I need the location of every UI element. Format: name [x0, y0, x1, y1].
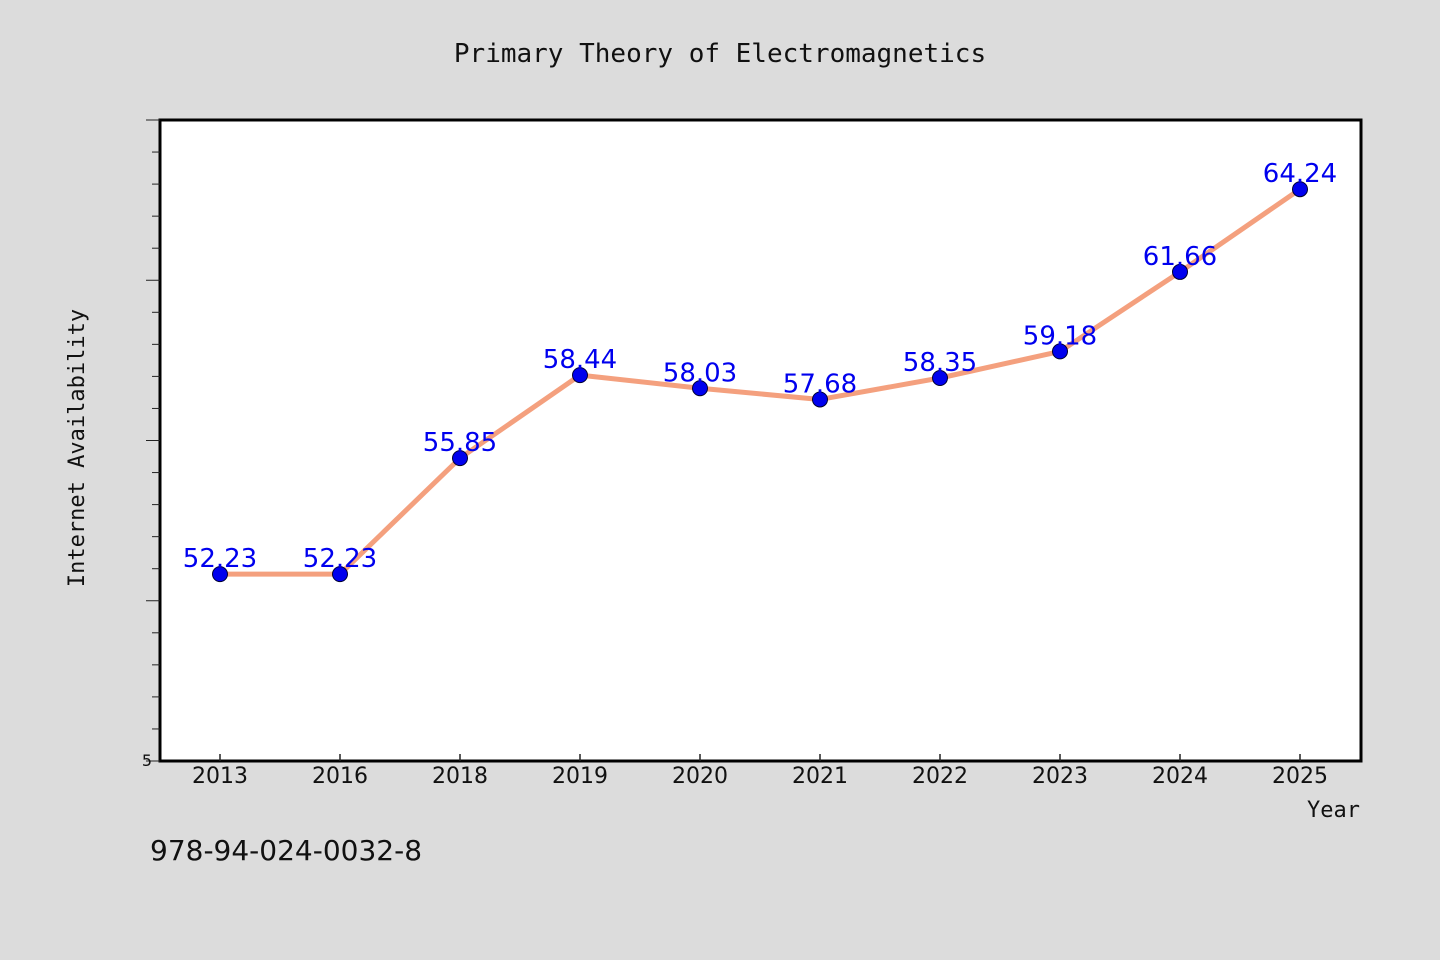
y-tick-label: 5 [142, 751, 152, 770]
x-tick-label: 2025 [1272, 764, 1328, 789]
data-points [212, 181, 1308, 583]
x-tick-label: 2022 [912, 764, 968, 789]
y-axis-label: Internet Availability [65, 309, 90, 587]
x-axis-label: Year [1307, 798, 1360, 823]
data-label: 52.23 [303, 544, 377, 574]
series-line [217, 186, 1303, 577]
x-tick-label: 2019 [552, 764, 608, 789]
data-point [572, 367, 588, 384]
data-label: 58.35 [903, 348, 977, 378]
x-tick-label: 2016 [312, 764, 368, 789]
data-label: 57.68 [783, 369, 857, 399]
x-axis-ticks: 2013 2016 2018 2019 2020 2021 2022 2023 2024 2025 [192, 754, 1328, 789]
data-point [692, 380, 708, 397]
y-axis-ticks: 5 [142, 119, 160, 770]
data-label: 61.66 [1143, 242, 1217, 272]
data-label: 59.18 [1023, 321, 1097, 351]
x-tick-label: 2020 [672, 764, 728, 789]
plot-area [158, 118, 1363, 763]
x-tick-label: 2023 [1032, 764, 1088, 789]
data-point [1292, 181, 1308, 198]
x-tick-label: 2018 [432, 764, 488, 789]
data-label: 55.85 [423, 428, 497, 458]
x-tick-label: 2013 [192, 764, 248, 789]
data-point [1052, 343, 1068, 360]
data-labels: 52.23 52.23 55.85 58.44 58.03 57.68 58.35 59.18… [183, 159, 1337, 574]
data-label: 64.24 [1263, 159, 1337, 189]
data-point [452, 450, 468, 467]
series-line-group [217, 186, 1303, 577]
data-point [212, 566, 228, 583]
data-point [812, 391, 828, 408]
data-label: 58.03 [663, 358, 737, 388]
isbn-text: 978-94-024-0032-8 [150, 834, 423, 867]
x-tick-label: 2024 [1152, 764, 1208, 789]
data-label: 52.23 [183, 544, 257, 574]
data-point [932, 370, 948, 387]
data-label: 58.44 [543, 345, 617, 375]
data-point [1172, 263, 1188, 280]
x-tick-label: 2021 [792, 764, 848, 789]
chart-title: Primary Theory of Electromagnetics [454, 39, 986, 69]
data-point [332, 566, 348, 583]
